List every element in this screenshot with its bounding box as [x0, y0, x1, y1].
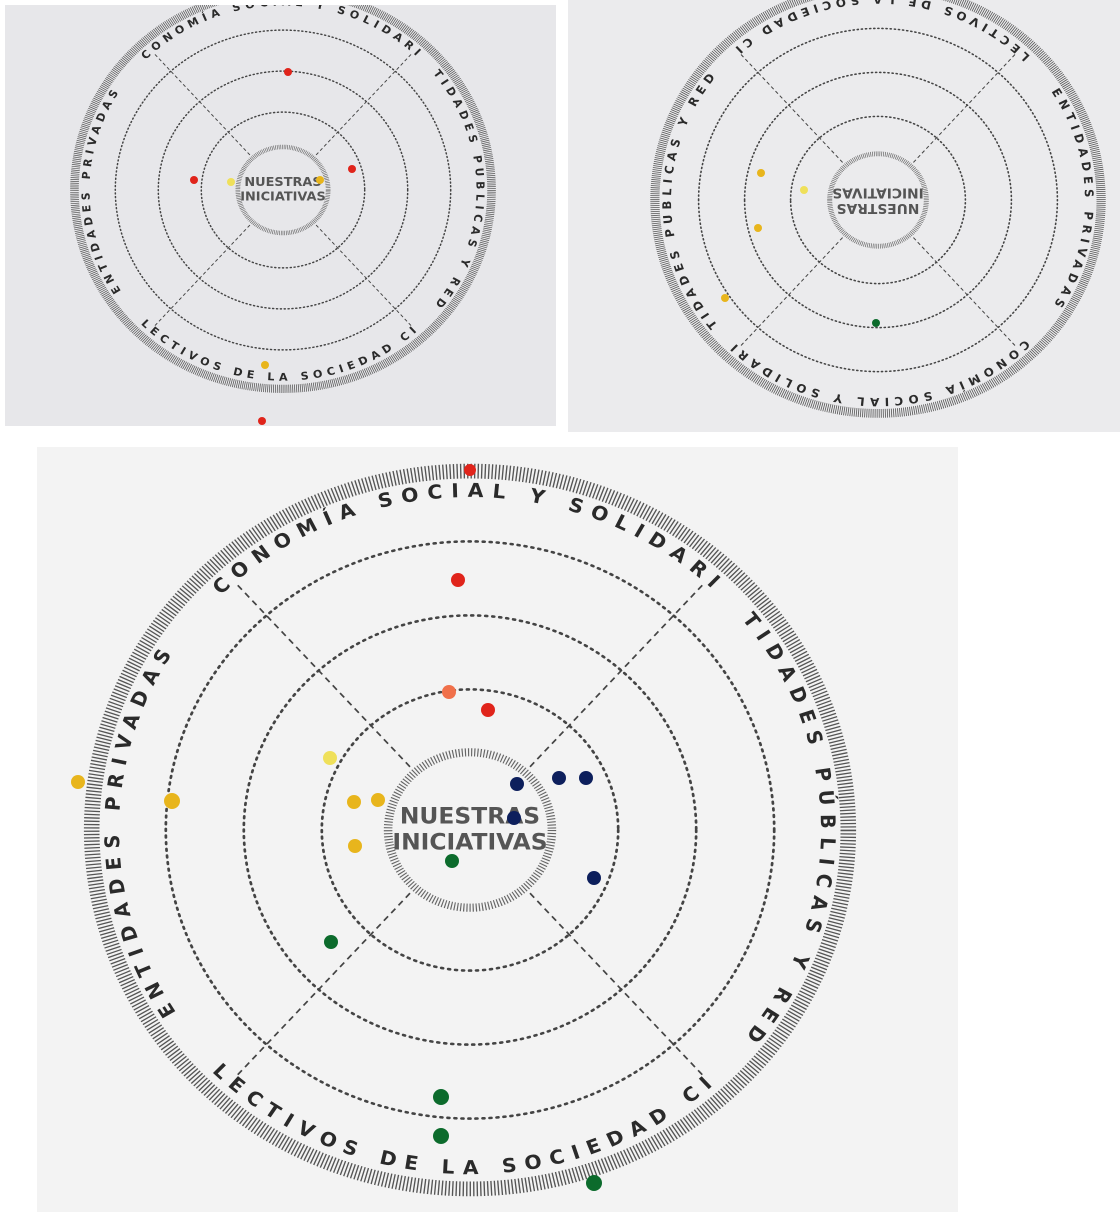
sticker-dot — [227, 178, 235, 186]
sticker-dot — [757, 169, 765, 177]
center-label: INICIATIVAS — [832, 184, 924, 200]
center-label: INICIATIVAS — [392, 830, 547, 855]
sticker-dot — [323, 751, 337, 765]
dotted-ring — [697, 27, 1059, 373]
sticker-dot — [71, 775, 85, 789]
sticker-dot — [258, 417, 266, 425]
sticker-dot — [371, 793, 385, 807]
sticker-dot — [261, 361, 269, 369]
photo-background — [5, 5, 556, 426]
sticker-dot — [445, 854, 459, 868]
dotted-ring — [743, 71, 1013, 329]
photo-background — [37, 447, 958, 1212]
sticker-dot — [324, 935, 338, 949]
photo-background — [568, 0, 1120, 432]
center-tick-ring — [827, 151, 929, 249]
center-label: NUESTRAS — [837, 200, 920, 216]
center-label: INICIATIVAS — [240, 189, 326, 204]
sticker-dot — [433, 1128, 449, 1144]
sticker-dot — [190, 176, 198, 184]
sticker-dot — [586, 1175, 602, 1191]
sticker-dot — [579, 771, 593, 785]
dotted-ring — [157, 70, 409, 310]
sticker-dot — [800, 186, 808, 194]
sticker-dot — [754, 224, 762, 232]
outer-tick-ring — [83, 463, 857, 1197]
sticker-dot — [872, 319, 880, 327]
sticker-dot — [433, 1089, 449, 1105]
dotted-ring — [789, 115, 967, 285]
dotted-ring — [200, 111, 366, 269]
outer-tick-ring — [650, 0, 1106, 418]
sticker-dot — [721, 294, 729, 302]
sticker-dot — [451, 573, 465, 587]
sticker-dot — [464, 464, 476, 476]
sticker-dot — [316, 176, 324, 184]
sticker-dot — [442, 685, 456, 699]
dotted-ring — [164, 540, 776, 1120]
sticker-dot — [587, 871, 601, 885]
sticker-dot — [284, 68, 292, 76]
sticker-dot — [164, 793, 180, 809]
center-label: NUESTRAS — [244, 175, 321, 190]
dotted-ring — [320, 688, 620, 972]
sticker-dot — [347, 795, 361, 809]
sticker-dot — [348, 839, 362, 853]
sticker-dot — [507, 811, 521, 825]
dotted-ring — [114, 29, 452, 351]
dotted-ring — [242, 614, 698, 1046]
sticker-dot — [510, 777, 524, 791]
sticker-dot — [481, 703, 495, 717]
center-tick-ring — [383, 748, 557, 912]
sticker-dot — [552, 771, 566, 785]
sticker-dot — [348, 165, 356, 173]
